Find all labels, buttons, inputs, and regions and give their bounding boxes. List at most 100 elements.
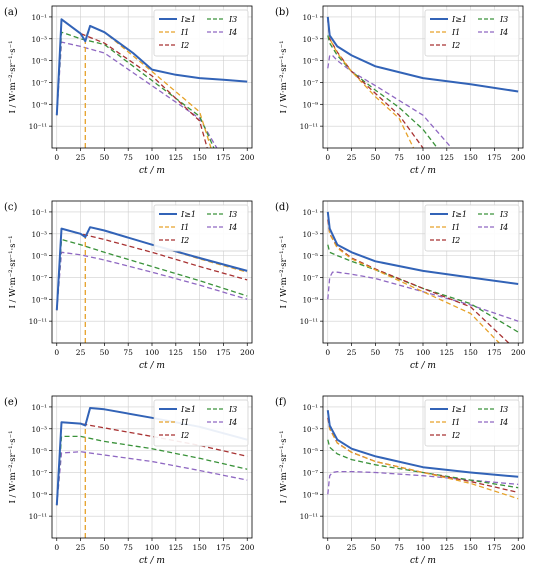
y-tick-label: 10⁻⁹ (303, 491, 319, 499)
panel-label: (a) (4, 7, 18, 18)
y-tick-label: 10⁻¹¹ (29, 318, 47, 326)
series-line-i-2 (327, 20, 424, 148)
plot-frame (322, 5, 524, 149)
x-tick-label: 100 (145, 543, 160, 552)
legend-label: I2 (180, 431, 189, 440)
legend-label: I2 (451, 236, 460, 245)
legend-label: I≥1 (451, 15, 467, 24)
y-tick-label: 10⁻⁷ (303, 469, 319, 477)
x-tick-label: 50 (100, 153, 110, 162)
y-tick-label: 10⁻⁷ (32, 79, 48, 87)
series-line-i-3 (327, 244, 519, 333)
series-group (326, 410, 519, 500)
grid (323, 6, 523, 148)
x-tick-label: 175 (487, 348, 502, 357)
legend-label: I1 (180, 418, 189, 427)
legend-label: I≥1 (451, 405, 467, 414)
series-line-i-4 (56, 251, 248, 311)
legend-label: I1 (451, 418, 460, 427)
x-tick-label: 200 (511, 543, 526, 552)
series-line-i-4 (327, 271, 519, 322)
x-tick-label: 200 (240, 348, 255, 357)
y-tick-label: 10⁻¹ (32, 209, 48, 217)
x-tick-label: 200 (511, 348, 526, 357)
x-tick-label: 0 (325, 543, 330, 552)
series-group (326, 211, 519, 343)
y-tick-label: 10⁻⁵ (32, 448, 48, 456)
y-tick-label: 10⁻³ (32, 426, 48, 434)
panel-label: (c) (4, 202, 18, 213)
x-axis-label: ct / m (410, 166, 436, 176)
legend-box (153, 9, 249, 57)
x-tick-label: 125 (440, 348, 455, 357)
x-tick-label: 150 (192, 348, 207, 357)
y-tick-label: 10⁻⁵ (303, 253, 319, 261)
y-tick-label: 10⁻⁷ (303, 79, 319, 87)
series-line-i-1 (327, 211, 500, 343)
x-tick-label: 150 (192, 543, 207, 552)
legend-label: I1 (451, 28, 460, 37)
legend: I≥1 I1 I2 I3 I4 (153, 399, 249, 447)
x-tick-label: 25 (347, 543, 357, 552)
legend-label: I3 (499, 405, 508, 414)
panel-label: (d) (275, 202, 289, 213)
legend-label: I4 (499, 223, 508, 232)
legend-label: I4 (228, 418, 237, 427)
x-tick-label: 25 (76, 153, 86, 162)
plot-frame (51, 200, 253, 344)
x-tick-label: 25 (76, 348, 86, 357)
y-axis-label: I / W·m⁻²·sr⁻¹·s⁻¹ (279, 41, 289, 114)
x-tick-label: 50 (100, 348, 110, 357)
legend-box (153, 204, 249, 252)
y-tick-label: 10⁻⁹ (303, 101, 319, 109)
series-group (55, 18, 248, 148)
legend-label: I2 (180, 236, 189, 245)
x-tick-label: 0 (325, 153, 330, 162)
x-axis-label: ct / m (139, 361, 165, 371)
legend-label: I3 (228, 405, 237, 414)
y-tick-label: 10⁻³ (32, 231, 48, 239)
x-tick-label: 175 (216, 348, 231, 357)
y-tick-label: 10⁻¹¹ (300, 123, 318, 131)
y-tick-label: 10⁻³ (303, 36, 319, 44)
x-tick-label: 150 (192, 153, 207, 162)
series-line-i-3 (327, 35, 438, 148)
panel-label: (f) (275, 397, 287, 408)
legend-label: I1 (180, 28, 189, 37)
y-tick-label: 10⁻⁵ (32, 58, 48, 66)
y-tick-label: 10⁻¹¹ (300, 513, 318, 521)
x-tick-label: 75 (123, 543, 133, 552)
y-tick-label: 10⁻⁷ (32, 274, 48, 282)
x-tick-label: 100 (145, 348, 160, 357)
series-line-i-ge1 (326, 16, 519, 93)
y-axis-label: I / W·m⁻²·sr⁻¹·s⁻¹ (8, 236, 18, 309)
y-axis-label: I / W·m⁻²·sr⁻¹·s⁻¹ (279, 236, 289, 309)
legend-label: I≥1 (180, 15, 196, 24)
x-tick-label: 125 (169, 543, 184, 552)
series-line-i-4 (327, 54, 453, 148)
legend-label: I4 (499, 418, 508, 427)
legend-label: I1 (451, 223, 460, 232)
x-tick-label: 100 (416, 153, 431, 162)
x-axis-label: ct / m (139, 166, 165, 176)
y-tick-label: 10⁻³ (303, 231, 319, 239)
x-tick-label: 50 (371, 543, 381, 552)
x-axis-label: ct / m (139, 556, 165, 566)
legend: I≥1 I1 I2 I3 I4 (424, 9, 520, 57)
y-tick-label: 10⁻⁹ (32, 491, 48, 499)
x-tick-label: 25 (347, 348, 357, 357)
series-line-i-4 (327, 470, 519, 495)
series-line-i-ge1 (55, 226, 248, 311)
legend-label: I3 (228, 210, 237, 219)
x-axis-label: ct / m (410, 361, 436, 371)
x-tick-label: 75 (123, 153, 133, 162)
y-tick-label: 10⁻⁹ (32, 101, 48, 109)
legend-label: I2 (451, 431, 460, 440)
x-tick-label: 150 (463, 543, 478, 552)
y-axis-label: I / W·m⁻²·sr⁻¹·s⁻¹ (279, 431, 289, 504)
x-tick-label: 125 (169, 153, 184, 162)
legend-label: I4 (228, 223, 237, 232)
series-line-i-4 (56, 451, 248, 506)
plot-frame (51, 5, 253, 149)
